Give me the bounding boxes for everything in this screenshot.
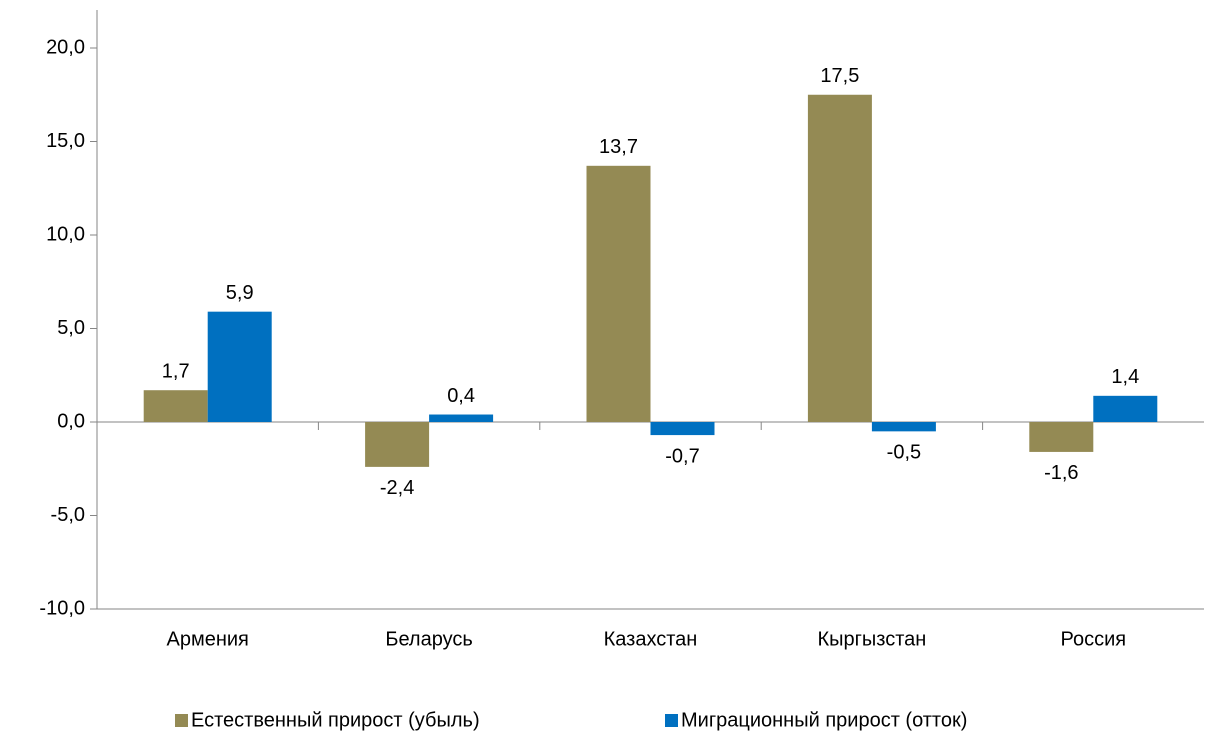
data-label: -0,5 <box>887 442 921 464</box>
data-label: -0,7 <box>665 445 699 467</box>
x-tick-label: Казахстан <box>604 628 698 650</box>
bar <box>143 390 208 422</box>
legend-swatch <box>175 714 188 727</box>
x-tick-label: Беларусь <box>385 628 472 650</box>
y-tick-label: -5,0 <box>51 504 85 526</box>
y-tick-label: 15,0 <box>46 130 85 152</box>
bar <box>207 311 272 422</box>
legend-label: Миграционный прирост (отток) <box>681 709 967 731</box>
bar <box>586 165 651 422</box>
data-label: -2,4 <box>380 477 414 499</box>
data-label: 5,9 <box>226 282 254 304</box>
data-label: 13,7 <box>599 136 638 158</box>
y-tick-label: 20,0 <box>46 36 85 58</box>
bar <box>650 422 715 436</box>
x-tick-label: Кыргызстан <box>817 628 926 650</box>
y-tick-label: -10,0 <box>39 597 85 619</box>
bar <box>365 422 430 467</box>
y-tick-label: 5,0 <box>57 317 85 339</box>
bar <box>871 422 936 432</box>
data-label: 1,4 <box>1111 366 1139 388</box>
data-label: 1,7 <box>162 360 190 382</box>
x-tick-label: Армения <box>167 628 249 650</box>
legend-swatch <box>665 714 678 727</box>
data-label: 0,4 <box>447 385 475 407</box>
bar <box>1029 422 1094 452</box>
y-tick-label: 10,0 <box>46 223 85 245</box>
bar <box>807 94 872 422</box>
x-tick-label: Россия <box>1061 628 1127 650</box>
data-label: -1,6 <box>1044 462 1078 484</box>
bar <box>1093 395 1158 422</box>
data-label: 17,5 <box>820 65 859 87</box>
bar <box>429 414 494 422</box>
legend-label: Естественный прирост (убыль) <box>191 709 480 731</box>
y-tick-label: 0,0 <box>57 410 85 432</box>
